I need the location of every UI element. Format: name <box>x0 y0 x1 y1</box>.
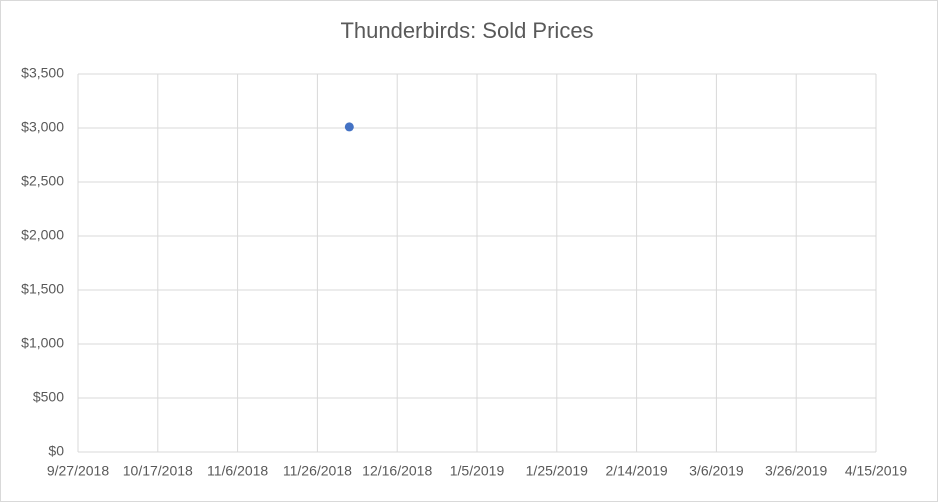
y-tick-label: $500 <box>33 389 64 405</box>
x-tick-label: 3/6/2019 <box>689 463 744 479</box>
y-tick-label: $1,500 <box>21 281 64 297</box>
x-tick-label: 9/27/2018 <box>47 463 109 479</box>
chart-title: Thunderbirds: Sold Prices <box>340 18 593 43</box>
x-tick-label: 11/6/2018 <box>207 463 268 479</box>
y-tick-label: $2,000 <box>21 227 64 243</box>
x-tick-label: 1/25/2019 <box>526 463 588 479</box>
x-tick-label: 10/17/2018 <box>123 463 193 479</box>
x-tick-label: 11/26/2018 <box>283 463 352 479</box>
x-tick-label: 3/26/2019 <box>765 463 827 479</box>
y-tick-label: $3,000 <box>21 119 64 135</box>
data-point <box>344 122 354 132</box>
y-tick-label: $0 <box>48 443 64 459</box>
x-tick-label: 4/15/2019 <box>845 463 907 479</box>
x-tick-label: 2/14/2019 <box>605 463 667 479</box>
y-tick-label: $2,500 <box>21 173 64 189</box>
x-tick-label: 12/16/2018 <box>362 463 432 479</box>
y-tick-label: $3,500 <box>21 65 64 81</box>
x-tick-label: 1/5/2019 <box>450 463 505 479</box>
y-tick-label: $1,000 <box>21 335 64 351</box>
